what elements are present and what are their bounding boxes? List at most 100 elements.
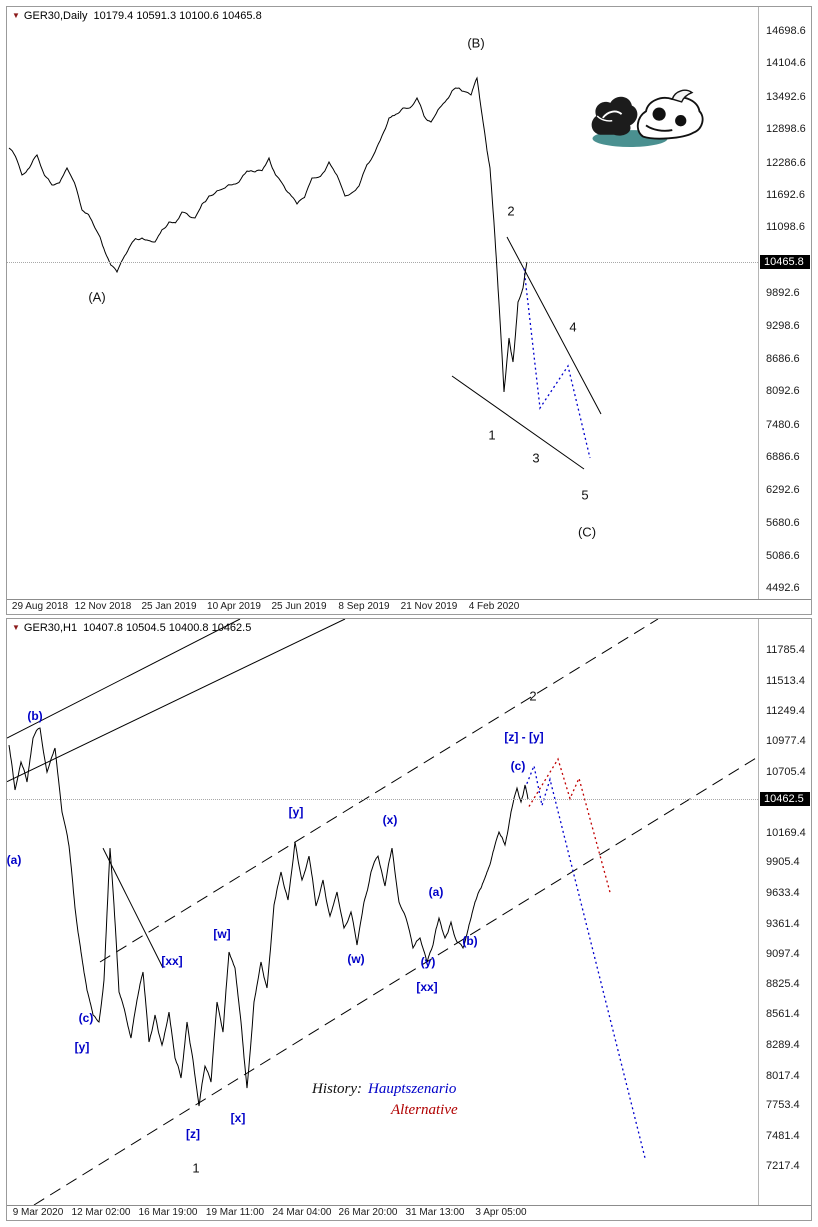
wave-label[interactable]: [w] — [213, 927, 231, 941]
chart-symbol-period: GER30,Daily — [23, 10, 88, 22]
price-axis-label: 12286.6 — [766, 157, 806, 169]
price-axis-label: 8017.4 — [766, 1070, 800, 1082]
price-axis-label: 7480.6 — [766, 419, 800, 431]
bulls-bears-logo-image — [591, 89, 704, 147]
wave-label[interactable]: (b) — [27, 709, 43, 723]
chart-dropdown-icon[interactable]: ▼ — [12, 623, 20, 632]
wave-label[interactable]: (a) — [428, 885, 444, 899]
wave-label[interactable]: (x) — [382, 813, 398, 827]
price-axis-label: 9361.4 — [766, 918, 800, 930]
wave-label[interactable]: [xx] — [161, 954, 183, 968]
price-axis-label: 9892.6 — [766, 287, 800, 299]
alternative-projection-red[interactable] — [528, 757, 611, 893]
h1-time-axis[interactable]: 9 Mar 2020 12 Mar 02:00 16 Mar 19:00 19 Mar… — [7, 1205, 811, 1220]
price-axis-label: 6886.6 — [766, 451, 800, 463]
channel-upper-dashed[interactable] — [99, 619, 659, 963]
price-axis-label: 7217.4 — [766, 1160, 800, 1172]
bid-price-badge: 10462.5 — [760, 792, 810, 806]
wave-projection-blue[interactable] — [523, 268, 591, 459]
price-axis-label: 8686.6 — [766, 353, 800, 365]
price-axis-label: 10705.4 — [766, 766, 806, 778]
price-axis-label: 14698.6 — [766, 25, 806, 37]
wave-label[interactable]: (B) — [467, 35, 485, 51]
price-axis-label: 5680.6 — [766, 517, 800, 529]
wave-label[interactable]: 1 — [488, 427, 496, 443]
wave-label[interactable]: 1 — [192, 1160, 200, 1176]
price-axis-label: 10169.4 — [766, 827, 806, 839]
wave-label[interactable]: 2 — [507, 203, 515, 219]
wave-label[interactable]: 5 — [581, 487, 589, 503]
bear-trendline-upper[interactable] — [506, 236, 602, 415]
wave-label[interactable]: 2 — [529, 688, 537, 704]
channel-lower-dashed[interactable] — [33, 724, 758, 1205]
wave-label[interactable]: [y] — [288, 805, 304, 819]
history-alternative-scenario: Alternative — [391, 1102, 458, 1118]
price-series-line — [8, 76, 528, 393]
wave-label[interactable]: [xx] — [416, 980, 438, 994]
wave-label[interactable]: (c) — [78, 1011, 94, 1025]
bid-price-line — [7, 262, 758, 263]
price-axis-label: 13492.6 — [766, 91, 806, 103]
time-axis-label: 24 Mar 04:00 — [272, 1207, 332, 1218]
price-axis-label: 8092.6 — [766, 385, 800, 397]
bid-price-line — [7, 799, 758, 800]
wave-label[interactable]: (a) — [7, 853, 22, 867]
price-axis-label: 11249.4 — [766, 705, 805, 717]
price-axis-label: 9097.4 — [766, 948, 800, 960]
history-line-alt: Alternative — [312, 1100, 458, 1121]
wave-label[interactable]: 4 — [569, 319, 577, 335]
price-axis-label: 8561.4 — [766, 1008, 800, 1020]
wave-label[interactable]: [z] - [y] — [504, 730, 544, 744]
wave-label[interactable]: (C) — [577, 524, 597, 540]
time-axis-label: 25 Jun 2019 — [271, 601, 327, 612]
price-axis-label: 10977.4 — [766, 735, 806, 747]
price-axis-label: 8825.4 — [766, 978, 800, 990]
channel-lower-solid[interactable] — [7, 619, 346, 783]
wave-label[interactable]: [z] — [186, 1127, 200, 1141]
price-axis-label: 11692.6 — [766, 189, 805, 201]
daily-time-axis[interactable]: 29 Aug 2018 12 Nov 2018 25 Jan 2019 10 Apr … — [7, 599, 811, 614]
price-axis-label: 9633.4 — [766, 887, 800, 899]
impulse-line-solid[interactable] — [102, 847, 164, 969]
time-axis-label: 29 Aug 2018 — [11, 601, 69, 612]
price-axis-label: 14104.6 — [766, 57, 806, 69]
history-scenario-note[interactable]: History: Hauptszenario Alternative — [312, 1079, 458, 1121]
price-chart-canvas[interactable] — [7, 7, 758, 599]
time-axis-label: 16 Mar 19:00 — [138, 1207, 198, 1218]
daily-price-axis[interactable]: 14698.6 14104.6 13492.6 12898.6 12286.6 11692… — [758, 7, 811, 599]
time-axis-label: 10 Apr 2019 — [207, 601, 261, 612]
main-scenario-projection-blue[interactable] — [524, 763, 646, 1159]
chart-dropdown-icon[interactable]: ▼ — [12, 11, 20, 20]
wave-label[interactable]: (c) — [510, 759, 526, 773]
bear-trendline-lower[interactable] — [451, 375, 585, 470]
chart-ohlc-values: 10179.4 10591.3 10100.6 10465.8 — [93, 10, 262, 22]
time-axis-label: 25 Jan 2019 — [141, 601, 197, 612]
price-axis-label: 4492.6 — [766, 582, 800, 594]
history-label: History: — [312, 1081, 362, 1097]
h1-price-axis[interactable]: 11785.4 11513.4 11249.4 10977.4 10705.4 10169… — [758, 619, 811, 1205]
price-axis-label: 6292.6 — [766, 484, 800, 496]
h1-chart-header: ▼ GER30,H1 10407.8 10504.5 10400.8 10462.5 — [12, 622, 251, 634]
time-axis-label: 31 Mar 13:00 — [405, 1207, 465, 1218]
wave-label[interactable]: 3 — [532, 450, 540, 466]
wave-label[interactable]: (y) — [420, 955, 436, 969]
price-axis-label: 9298.6 — [766, 320, 800, 332]
wave-label[interactable]: [y] — [74, 1040, 90, 1054]
time-axis-label: 9 Mar 2020 — [12, 1207, 64, 1218]
wave-label[interactable]: (A) — [88, 289, 106, 305]
h1-chart-window: ▼ GER30,H1 10407.8 10504.5 10400.8 10462.5… — [6, 618, 812, 1221]
daily-chart-plot-area[interactable]: ▼ GER30,Daily 10179.4 10591.3 10100.6 1046… — [7, 7, 758, 599]
daily-chart-window: ▼ GER30,Daily 10179.4 10591.3 10100.6 1046… — [6, 6, 812, 615]
price-chart-canvas[interactable] — [7, 619, 758, 1205]
wave-label[interactable]: (w) — [347, 952, 365, 966]
wave-label[interactable]: (b) — [462, 934, 478, 948]
wave-label[interactable]: [x] — [230, 1111, 246, 1125]
time-axis-label: 21 Nov 2019 — [400, 601, 458, 612]
channel-upper-solid[interactable] — [7, 619, 241, 739]
price-axis-label: 9905.4 — [766, 856, 800, 868]
price-axis-label: 11098.6 — [766, 221, 805, 233]
time-axis-label: 4 Feb 2020 — [468, 601, 520, 612]
h1-chart-plot-area[interactable]: ▼ GER30,H1 10407.8 10504.5 10400.8 10462.5… — [7, 619, 758, 1205]
daily-chart-header: ▼ GER30,Daily 10179.4 10591.3 10100.6 1046… — [12, 10, 262, 22]
